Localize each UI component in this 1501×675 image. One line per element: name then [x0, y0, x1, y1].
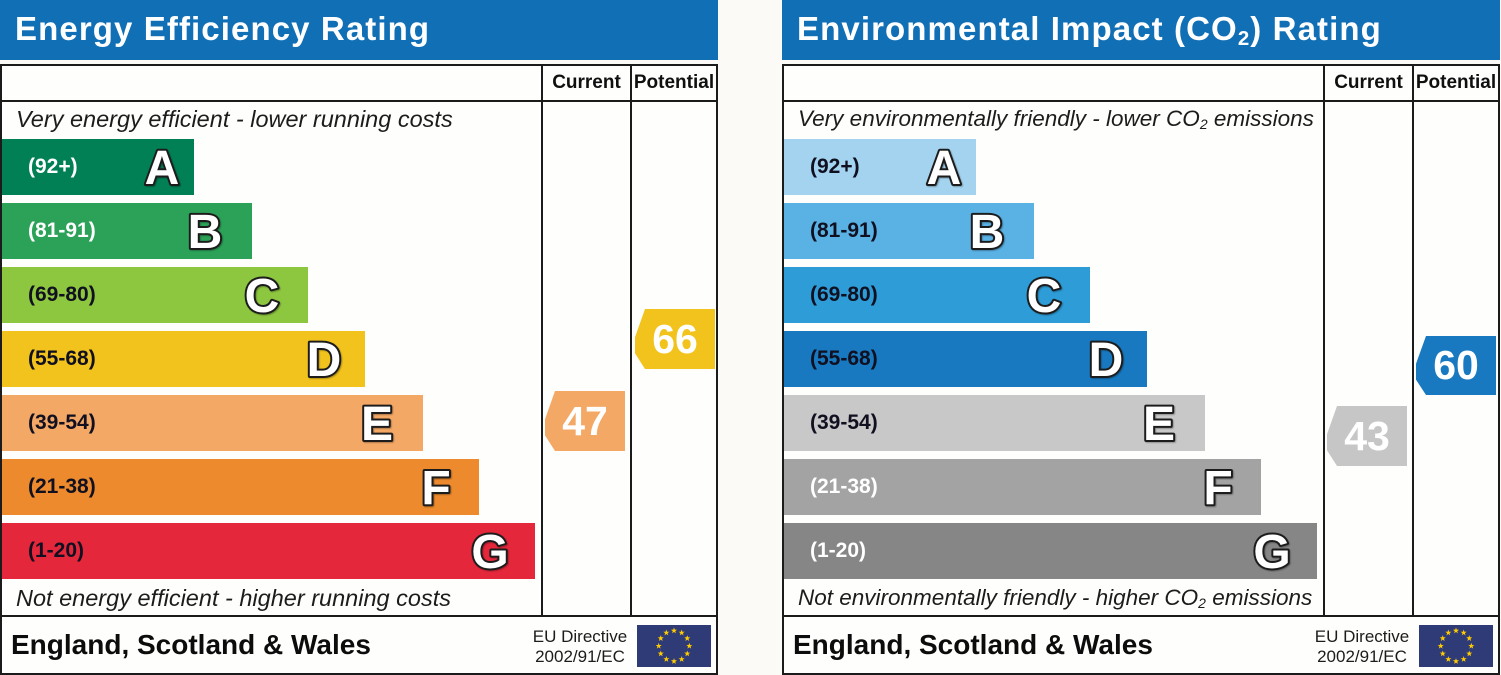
svg-text:D: D [1089, 334, 1124, 387]
svg-text:F: F [1203, 462, 1232, 515]
svg-text:D: D [307, 334, 342, 387]
svg-text:C: C [245, 270, 280, 323]
svg-text:F: F [421, 462, 450, 515]
svg-text:B: B [970, 206, 1005, 259]
svg-text:A: A [927, 142, 962, 195]
svg-text:B: B [188, 206, 223, 259]
svg-text:G: G [471, 526, 508, 579]
svg-text:E: E [1143, 398, 1175, 451]
svg-text:G: G [1253, 526, 1290, 579]
svg-text:E: E [361, 398, 393, 451]
svg-text:A: A [145, 142, 180, 195]
svg-text:C: C [1027, 270, 1062, 323]
